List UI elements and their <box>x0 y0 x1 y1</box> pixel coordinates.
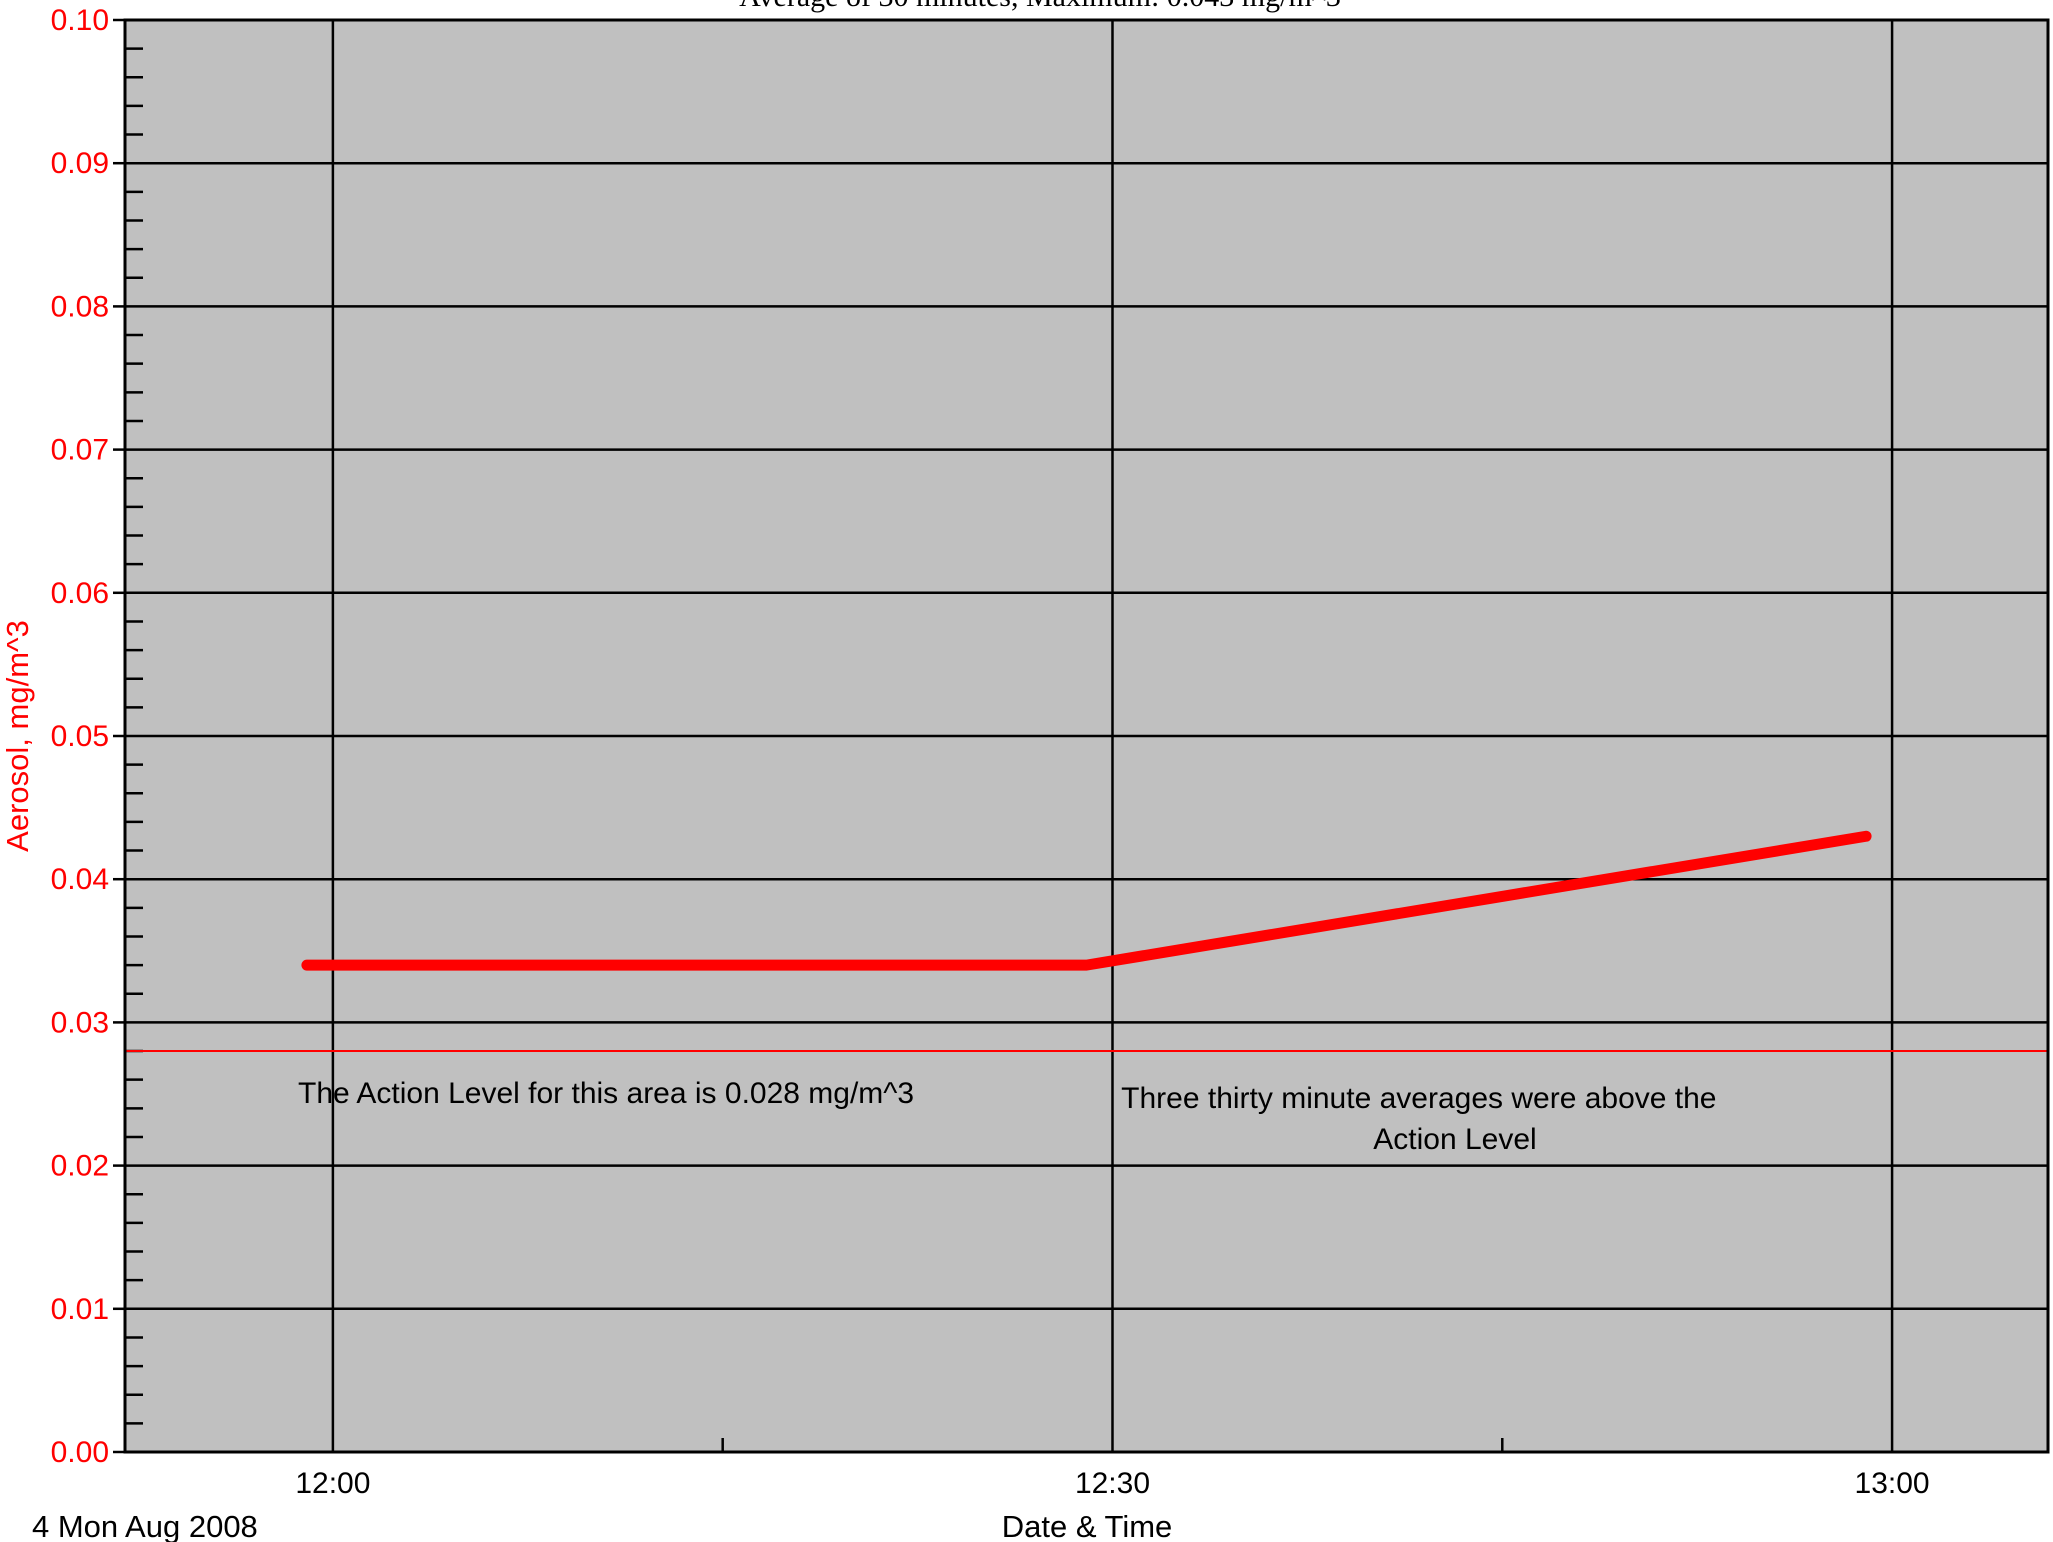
action-level-annotation: The Action Level for this area is 0.028 … <box>298 1077 914 1110</box>
y-tick-label: 0.08 <box>51 290 109 323</box>
plot-frame <box>123 18 2050 1454</box>
x-tick-labels: 12:00 12:30 13:00 <box>295 1467 1929 1500</box>
y-tick-label: 0.05 <box>51 720 109 753</box>
aerosol-series-line <box>301 830 1872 971</box>
averages-annotation: Three thirty minute averages were above … <box>1121 1082 1725 1156</box>
chart-title: Average of 30 minutes, Maximum: 0.043 mg… <box>739 0 1341 13</box>
y-tick-label: 0.02 <box>51 1150 109 1183</box>
y-tick-label: 0.04 <box>51 863 109 896</box>
y-axis-title: Aerosol, mg/m^3 <box>0 620 35 852</box>
y-tick-label: 0.06 <box>51 577 109 610</box>
y-tick-label: 0.00 <box>51 1436 109 1469</box>
annotation-line: Action Level <box>1373 1123 1536 1156</box>
y-tick-labels: 0.00 0.01 0.02 0.03 0.04 0.05 0.06 0.07 0.08 0.09… <box>51 4 109 1469</box>
date-label: 4 Mon Aug 2008 <box>32 1509 258 1542</box>
y-minor-ticks <box>125 47 143 1425</box>
y-tick-label: 0.10 <box>51 4 109 37</box>
x-axis-title: Date & Time <box>1002 1509 1173 1542</box>
annotation-line: The Action Level for this area is 0.028 … <box>298 1077 914 1110</box>
y-tick-label: 0.01 <box>51 1293 109 1326</box>
y-tick-label: 0.09 <box>51 147 109 180</box>
x-tick-label: 12:30 <box>1075 1467 1150 1500</box>
x-tick-label: 12:00 <box>295 1467 370 1500</box>
annotation-line: Three thirty minute averages were above … <box>1121 1082 1716 1115</box>
x-tick-label: 13:00 <box>1855 1467 1930 1500</box>
y-tick-label: 0.07 <box>51 434 109 467</box>
y-tick-label: 0.03 <box>51 1006 109 1039</box>
